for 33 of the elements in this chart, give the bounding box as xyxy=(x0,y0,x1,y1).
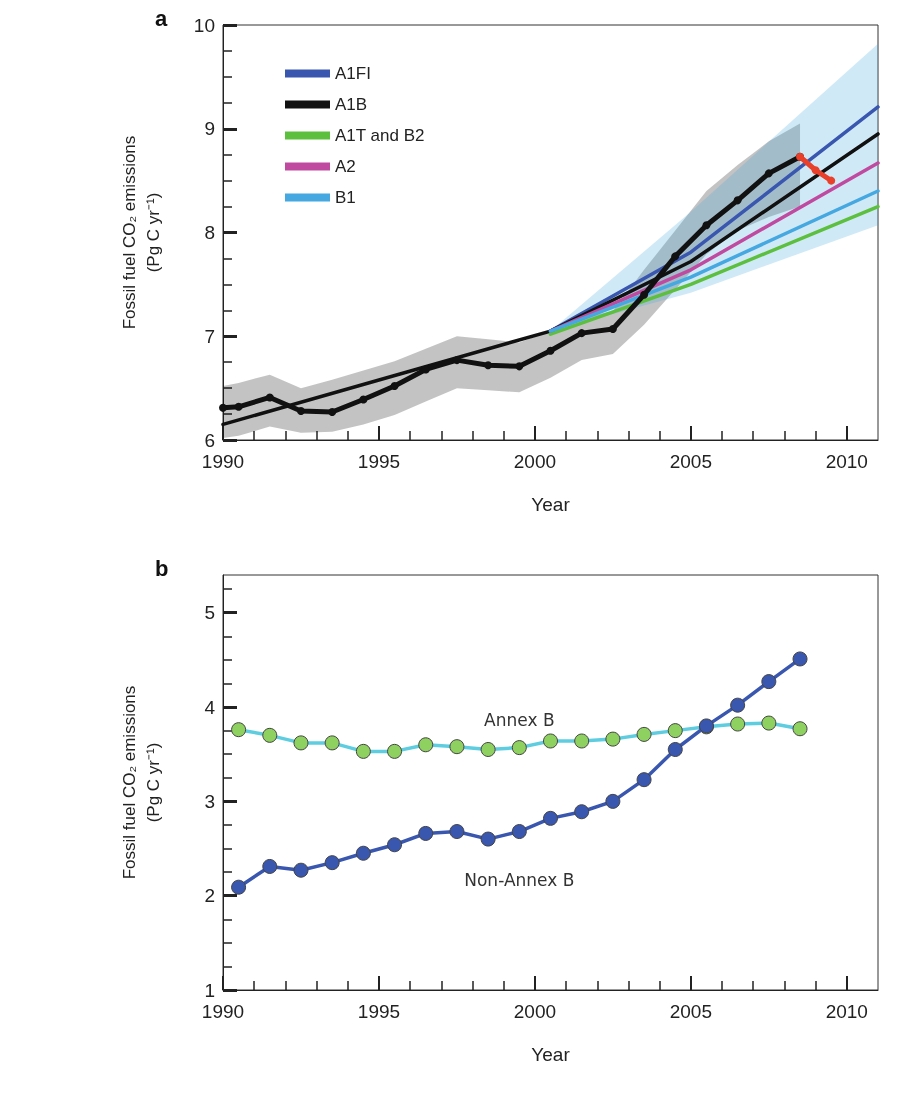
y-tick-label: 1 xyxy=(204,979,215,1001)
y-tick-label: 10 xyxy=(193,14,215,36)
legend-label: A1T and B2 xyxy=(335,126,425,145)
x-tick-label: 1995 xyxy=(357,1001,401,1022)
x-tick-label: 2010 xyxy=(825,1001,868,1022)
x-tick-label: 2005 xyxy=(669,1001,712,1022)
x-tick-label: 1990 xyxy=(201,1001,245,1022)
series-label: Non-Annex B xyxy=(464,869,575,890)
legend-label: A1B xyxy=(335,95,368,114)
x-tick-label: 1995 xyxy=(357,451,401,472)
y-tick-label: 7 xyxy=(204,325,215,347)
x-tick-label: 2000 xyxy=(513,1001,557,1022)
series-label: Annex B xyxy=(484,709,555,730)
x-tick-label: 2005 xyxy=(669,451,712,472)
x-tick-label: 1990 xyxy=(201,451,245,472)
y-tick-label: 8 xyxy=(204,222,215,243)
legend-label: A2 xyxy=(335,157,356,176)
x-tick-label: 2010 xyxy=(825,451,868,472)
x-axis-title: Year xyxy=(531,1044,571,1065)
y-tick-label: 5 xyxy=(204,602,215,624)
y-tick-label: 9 xyxy=(204,118,215,140)
x-tick-label: 2000 xyxy=(513,451,557,472)
y-axis-title: Fossil fuel CO₂ emissions (Pg C yr⁻¹) xyxy=(119,135,163,330)
chart-title: a xyxy=(155,5,168,31)
legend-label: A1FI xyxy=(335,64,371,83)
y-tick-label: 4 xyxy=(204,696,216,718)
y-axis-title: Fossil fuel CO₂ emissions (Pg C yr⁻¹) xyxy=(119,685,163,880)
chart-title: b xyxy=(155,555,169,581)
x-axis-title: Year xyxy=(531,494,571,515)
y-tick-label: 2 xyxy=(204,885,215,907)
legend-label: B1 xyxy=(335,188,356,207)
y-tick-label: 6 xyxy=(204,429,215,451)
y-tick-label: 3 xyxy=(204,790,215,812)
